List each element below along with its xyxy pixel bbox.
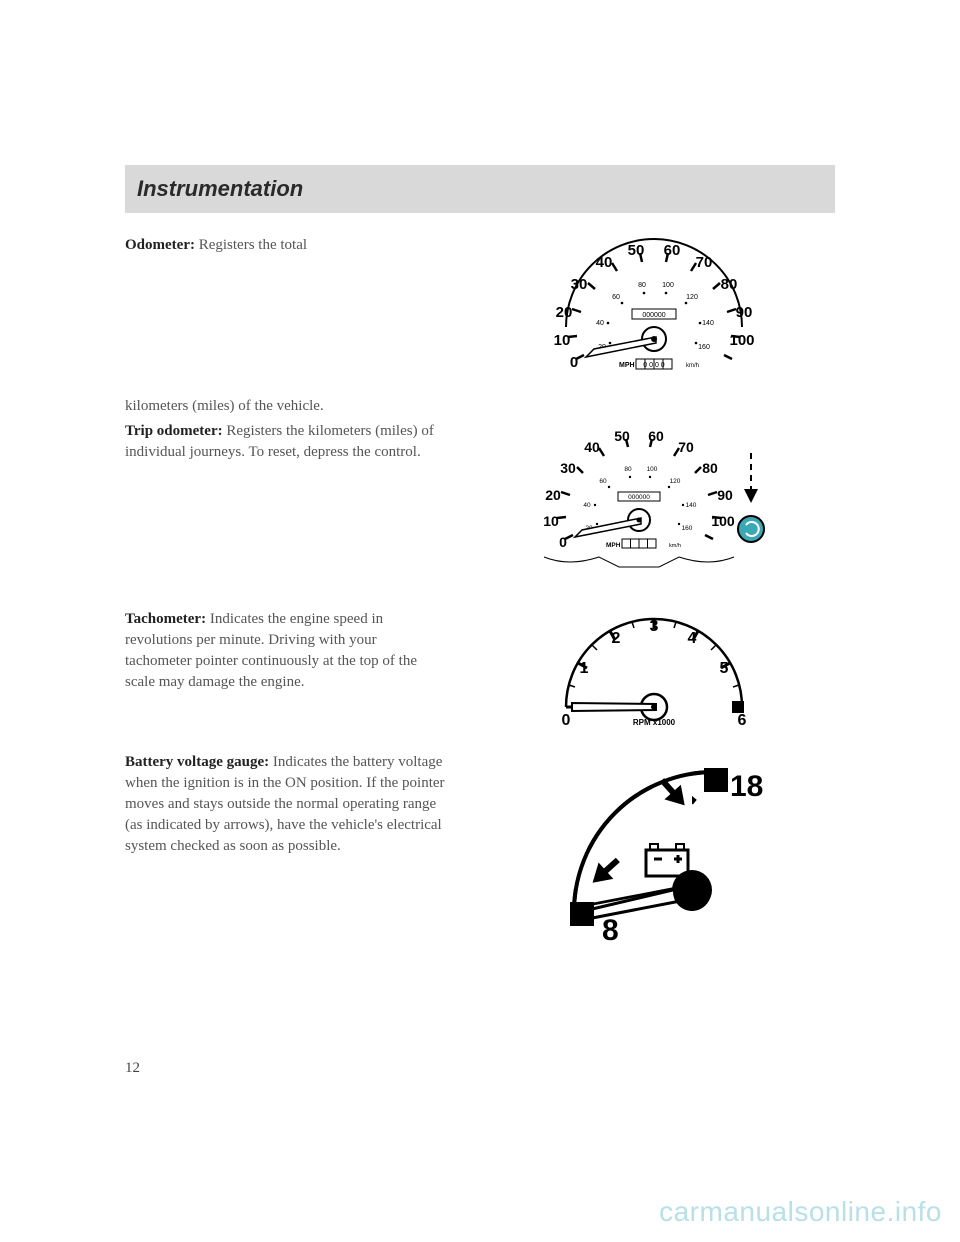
svg-text:30: 30	[571, 276, 588, 293]
svg-text:70: 70	[678, 439, 694, 455]
svg-text:140: 140	[686, 502, 697, 509]
svg-text:20: 20	[556, 304, 573, 321]
header-title: Instrumentation	[137, 176, 303, 202]
trip-label: Trip odometer:	[125, 423, 223, 439]
svg-text:120: 120	[670, 478, 681, 485]
svg-text:120: 120	[686, 294, 698, 301]
mph-label: MPH	[619, 362, 635, 369]
svg-text:40: 40	[596, 320, 604, 327]
svg-text:40: 40	[584, 439, 600, 455]
svg-text:40: 40	[596, 254, 613, 271]
battery-low: 8	[602, 914, 619, 947]
svg-text:10: 10	[543, 513, 559, 529]
svg-text:6: 6	[738, 712, 747, 729]
svg-text:60: 60	[599, 478, 607, 485]
odometer-after-text: kilometers (miles) of the vehicle.	[125, 398, 835, 415]
svg-text:100: 100	[662, 282, 674, 289]
tachometer-icon: 0 1 2 3 4 5 6 RPM x1000	[554, 609, 754, 734]
tachometer-text: Tachometer: Indicates the engine speed i…	[125, 609, 445, 734]
svg-text:100: 100	[711, 513, 735, 529]
svg-text:0 0 0 0: 0 0 0 0	[643, 362, 665, 369]
svg-text:60: 60	[612, 294, 620, 301]
svg-text:km/h: km/h	[669, 543, 681, 549]
trip-speedometer-icon: 0 10 20 30 40 50 60 70 80 90 100 20	[529, 421, 779, 591]
rpm-label: RPM x1000	[633, 718, 676, 727]
tachometer-label: Tachometer:	[125, 611, 206, 627]
odometer-label: Odometer:	[125, 237, 195, 253]
svg-text:80: 80	[721, 276, 738, 293]
svg-text:100: 100	[647, 466, 658, 473]
kmh-label: km/h	[686, 363, 699, 369]
svg-text:160: 160	[698, 344, 710, 351]
trip-gauge: 0 10 20 30 40 50 60 70 80 90 100 20	[473, 421, 835, 591]
page-container: Instrumentation Odometer: Registers the …	[0, 0, 960, 952]
svg-text:2: 2	[612, 630, 621, 647]
odometer-gauge: 0 10 20 30 40 50 60 70 80 90 100 20	[473, 235, 835, 380]
svg-text:80: 80	[624, 466, 632, 473]
svg-text:5: 5	[720, 660, 729, 677]
svg-text:000000: 000000	[628, 494, 650, 501]
svg-text:0: 0	[570, 354, 578, 371]
trip-section: Trip odometer: Registers the kilometers …	[125, 421, 835, 591]
svg-text:10: 10	[554, 332, 571, 349]
svg-text:80: 80	[638, 282, 646, 289]
svg-text:30: 30	[560, 460, 576, 476]
svg-text:4: 4	[688, 630, 697, 647]
trip-text: Trip odometer: Registers the kilometers …	[125, 421, 445, 591]
battery-gauge-icon: 8 18	[544, 752, 764, 952]
svg-text:80: 80	[702, 460, 718, 476]
odometer-section: Odometer: Registers the total 0 10 20	[125, 235, 835, 380]
battery-text: Battery voltage gauge: Indicates the bat…	[125, 752, 445, 952]
svg-text:70: 70	[696, 254, 713, 271]
odometer-desc: Registers the total	[195, 237, 307, 253]
svg-text:140: 140	[702, 320, 714, 327]
trip-reset-button-icon	[738, 516, 764, 542]
odometer-value: 000000	[642, 312, 665, 319]
tachometer-gauge: 0 1 2 3 4 5 6 RPM x1000	[473, 609, 835, 734]
svg-text:1: 1	[580, 660, 589, 677]
battery-high: 18	[730, 770, 763, 803]
svg-text:90: 90	[717, 487, 733, 503]
svg-text:40: 40	[583, 502, 591, 509]
battery-gauge: 8 18	[473, 752, 835, 952]
watermark: carmanualsonline.info	[659, 1196, 942, 1228]
speedometer-icon: 0 10 20 30 40 50 60 70 80 90 100 20	[549, 235, 759, 380]
page-number: 12	[125, 1060, 140, 1077]
svg-text:MPH: MPH	[606, 542, 621, 549]
odometer-text: Odometer: Registers the total	[125, 235, 445, 380]
svg-text:100: 100	[729, 332, 754, 349]
tachometer-section: Tachometer: Indicates the engine speed i…	[125, 609, 835, 734]
svg-text:0: 0	[559, 534, 567, 550]
svg-text:0: 0	[562, 712, 571, 729]
header-bar: Instrumentation	[125, 165, 835, 213]
svg-text:20: 20	[545, 487, 561, 503]
svg-text:160: 160	[682, 525, 693, 532]
battery-section: Battery voltage gauge: Indicates the bat…	[125, 752, 835, 952]
svg-text:3: 3	[650, 618, 659, 635]
battery-label: Battery voltage gauge:	[125, 754, 269, 770]
svg-text:90: 90	[736, 304, 753, 321]
